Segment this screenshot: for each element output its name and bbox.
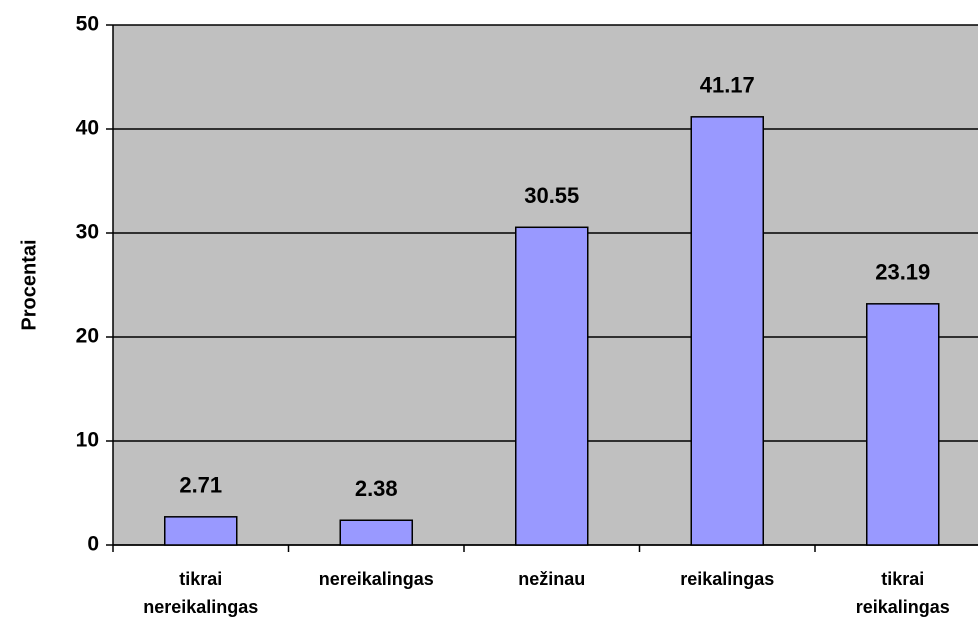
y-tick-label: 50 [76,13,99,36]
y-tick-label: 30 [76,221,99,244]
data-label: 30.55 [524,183,579,208]
bar [339,519,413,546]
y-tick-label: 40 [76,117,99,140]
data-label: 2.71 [179,473,222,498]
bar [690,116,764,546]
data-label: 23.19 [875,260,930,285]
bar [515,226,589,546]
y-tick-label: 20 [76,325,99,348]
y-tick-label: 10 [76,429,99,452]
bar [164,516,238,546]
x-tick-label: nereikalingas [319,569,434,589]
x-tick-label: reikalingas [680,569,774,589]
bar [866,303,940,546]
y-tick-label: 0 [87,533,99,556]
data-label: 41.17 [700,73,755,98]
x-tick-label: tikrai reikalingas [856,569,950,617]
x-tick-label: tikrai nereikalingas [143,569,258,617]
data-label: 2.38 [355,476,398,501]
x-tick-label: nežinau [518,569,585,589]
y-axis-label: Procentai [18,239,40,330]
